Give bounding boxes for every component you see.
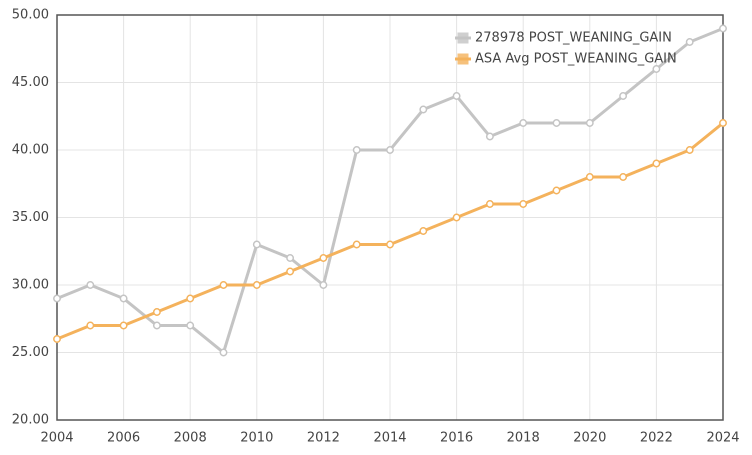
y-tick-label: 20.00 — [12, 413, 49, 428]
point — [86, 281, 95, 289]
point — [186, 294, 195, 303]
plot-frame — [56, 14, 724, 421]
point — [219, 348, 228, 357]
point — [419, 105, 428, 114]
point — [652, 159, 661, 168]
point — [485, 200, 494, 208]
point — [552, 186, 561, 195]
point — [519, 200, 528, 208]
point — [53, 335, 61, 343]
point — [619, 173, 628, 181]
y-tick-label: 25.00 — [12, 345, 49, 360]
point — [685, 146, 694, 154]
point — [252, 240, 261, 249]
point — [86, 321, 95, 330]
point — [152, 308, 161, 316]
point — [719, 119, 727, 127]
point — [219, 281, 228, 289]
x-tick-label: 2016 — [440, 431, 473, 446]
point — [552, 119, 561, 127]
point — [485, 132, 494, 141]
point — [352, 240, 361, 249]
point — [286, 267, 295, 276]
point — [585, 119, 594, 127]
x-tick-label: 2014 — [373, 431, 406, 446]
x-tick-label: 2012 — [307, 431, 340, 446]
point — [585, 173, 594, 181]
point — [519, 119, 528, 127]
point — [685, 38, 694, 46]
y-tick-label: 30.00 — [12, 278, 49, 293]
x-tick-label: 2022 — [640, 431, 673, 446]
point — [452, 213, 461, 222]
x-tick-label: 2018 — [507, 431, 540, 446]
point — [352, 146, 361, 154]
point — [319, 254, 328, 262]
point — [53, 294, 61, 303]
legend-label: 278978 POST_WEANING_GAIN — [475, 31, 672, 46]
point — [119, 294, 128, 303]
point — [619, 92, 628, 100]
legend-swatch — [457, 32, 469, 44]
legend-swatch — [457, 53, 469, 65]
point — [386, 146, 394, 154]
x-tick-label: 2008 — [174, 431, 207, 446]
y-tick-label: 40.00 — [12, 143, 49, 158]
x-tick-label: 2006 — [107, 431, 140, 446]
y-tick-label: 50.00 — [12, 8, 49, 23]
x-tick-label: 2010 — [240, 431, 273, 446]
point — [119, 321, 128, 330]
x-tick-label: 2020 — [573, 431, 606, 446]
point — [386, 240, 394, 249]
x-tick-label: 2024 — [706, 431, 739, 446]
point — [452, 92, 461, 100]
point — [252, 281, 261, 289]
point — [152, 321, 161, 330]
point — [419, 227, 428, 235]
legend-label: ASA Avg POST_WEANING_GAIN — [475, 52, 677, 67]
point — [186, 321, 195, 330]
y-tick-label: 45.00 — [12, 75, 49, 90]
point — [719, 24, 727, 33]
point — [652, 65, 661, 73]
y-tick-label: 35.00 — [12, 210, 49, 225]
x-tick-label: 2004 — [40, 431, 73, 446]
point — [319, 281, 328, 289]
point — [286, 254, 295, 262]
